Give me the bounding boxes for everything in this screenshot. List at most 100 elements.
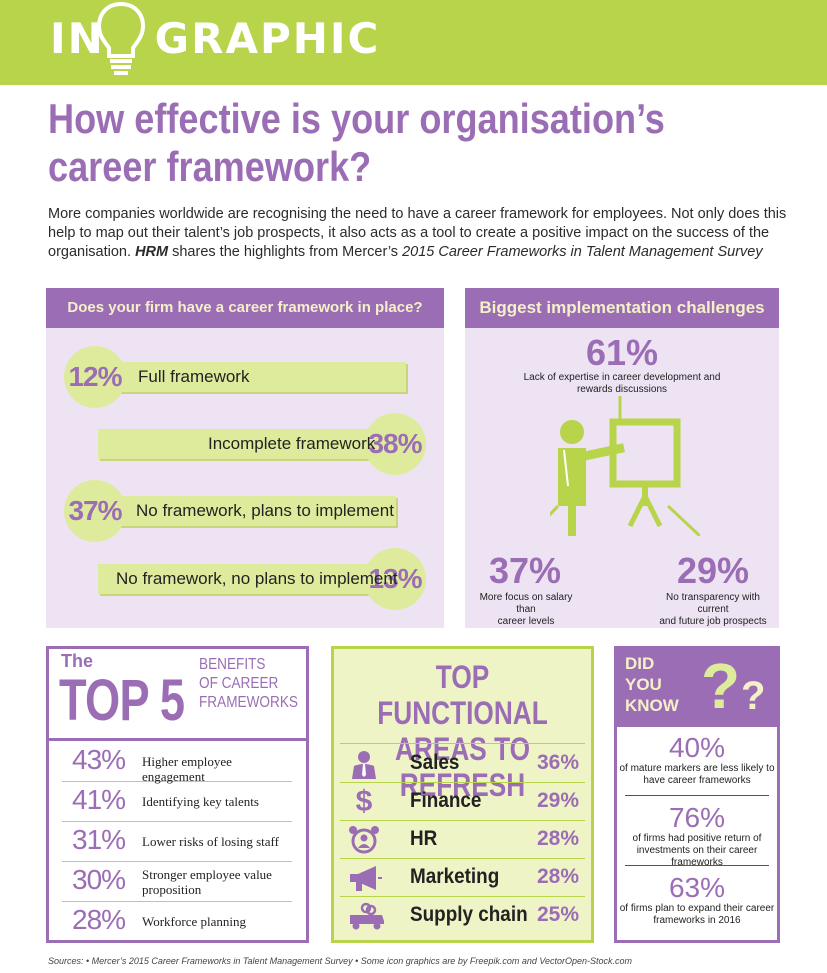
challenge-label-salary: More focus on salary than career levels xyxy=(471,592,581,628)
functional-name: Supply chain xyxy=(410,903,528,926)
dyk-label-line1: of firms plan to expand their career xyxy=(619,903,775,914)
challenge-label-transparency: No transparency with current and future … xyxy=(653,592,773,628)
challenge-label-salary-line1: More focus on salary than xyxy=(479,592,573,615)
functional-divider xyxy=(340,743,585,744)
benefit-pct: 43% xyxy=(72,744,126,775)
framework-bar-full xyxy=(86,362,406,392)
headline-line1: How effective is your organisation’s xyxy=(48,95,665,142)
challenge-label-expertise-line2: rewards discussions xyxy=(576,384,668,395)
framework-label-noplans: No framework, no plans to implement xyxy=(116,569,398,588)
top5-sub-line1: BENEFITS xyxy=(199,656,266,673)
intro-survey-name: 2015 Career Frameworks in Talent Managem… xyxy=(402,244,763,260)
functional-row: $ Finance 29% xyxy=(340,783,585,821)
benefit-pct: 30% xyxy=(72,864,126,895)
functional-pct: 28% xyxy=(536,827,579,850)
challenge-label-transparency-line1: No transparency with current xyxy=(666,592,760,615)
dyk-item: 63% of firms plan to expand their career… xyxy=(617,873,777,927)
benefit-pct: 28% xyxy=(72,904,126,935)
top5-list-border-bottom xyxy=(46,940,309,943)
functional-pct: 28% xyxy=(536,865,579,888)
dyk-pct: 40% xyxy=(668,732,726,763)
dyk-word-know: KNOW xyxy=(625,696,679,715)
framework-label-full: Full framework xyxy=(138,367,250,386)
benefit-label: Stronger employee value proposition xyxy=(142,867,272,897)
megaphone-icon xyxy=(350,866,382,891)
alarm-clock-person-icon xyxy=(349,826,379,854)
functional-title: TOP FUNCTIONAL AREAS TO REFRESH xyxy=(357,659,568,803)
functional-areas-box: TOP FUNCTIONAL AREAS TO REFRESH xyxy=(331,646,594,943)
question-mark-icon: ? xyxy=(701,650,741,722)
framework-pct-full: 12% xyxy=(64,346,126,408)
intro-shares: shares the highlights from Mercer’s xyxy=(168,244,403,260)
challenge-label-expertise-line1: Lack of expertise in career development … xyxy=(523,372,721,383)
functional-row: Sales 36% xyxy=(340,745,585,783)
functional-pct: 25% xyxy=(536,903,579,926)
framework-panel: Does your firm have a career framework i… xyxy=(46,288,444,628)
dyk-label-line1: of mature markers are less likely to xyxy=(619,763,775,774)
functional-name: HR xyxy=(410,827,438,850)
framework-pct-noplans: 13% xyxy=(364,548,426,610)
benefit-label: Higher employee engagement xyxy=(142,754,232,784)
dyk-divider xyxy=(625,795,769,796)
framework-bar-plans xyxy=(86,496,396,526)
intro-text: More companies worldwide are recognising… xyxy=(48,206,787,260)
framework-pct-plans: 37% xyxy=(64,480,126,542)
functional-row: HR 28% xyxy=(340,821,585,859)
benefit-row: 43% Higher employee engagement xyxy=(62,742,292,784)
sources-footnote: Sources: • Mercer’s 2015 Career Framewor… xyxy=(48,956,633,966)
dyk-label-line2: have career frameworks xyxy=(643,775,751,786)
top5-subtitle: BENEFITS OF CAREER FRAMEWORKS xyxy=(199,655,298,712)
dyk-label-line2: investments on their career frameworks xyxy=(636,845,758,868)
functional-title-line2: AREAS TO REFRESH xyxy=(394,731,531,803)
intro-paragraph: More companies worldwide are recognising… xyxy=(48,205,788,262)
framework-bar-noplans xyxy=(98,564,398,594)
functional-row: Supply chain 25% xyxy=(340,897,585,935)
headline: How effective is your organisation’s car… xyxy=(48,95,805,191)
functional-pct: 29% xyxy=(536,789,579,812)
challenge-pct-salary: 37% xyxy=(488,550,562,591)
salesperson-icon xyxy=(352,751,376,779)
framework-label-incomplete: Incomplete framework xyxy=(208,434,376,453)
benefit-label: Lower risks of losing staff xyxy=(142,834,279,849)
headline-line2: career framework? xyxy=(48,143,372,190)
challenges-panel-title: Biggest implementation challenges xyxy=(465,288,779,328)
top5-list-border xyxy=(46,741,49,943)
functional-title-line1: TOP FUNCTIONAL xyxy=(377,659,548,731)
top5-the: The xyxy=(61,651,94,671)
challenge-label-salary-line2: career levels xyxy=(497,616,555,627)
challenge-label-transparency-line2: and future job prospects xyxy=(659,616,767,627)
challenge-label-expertise: Lack of expertise in career development … xyxy=(507,372,737,396)
benefit-row: 30% Stronger employee value proposition xyxy=(62,862,292,902)
functional-name: Finance xyxy=(410,789,482,812)
benefit-row: 31% Lower risks of losing staff xyxy=(62,822,292,862)
functional-name: Marketing xyxy=(410,865,500,888)
functional-name: Sales xyxy=(410,751,460,774)
dyk-item: 76% of firms had positive return of inve… xyxy=(617,803,777,869)
lightbulb-icon xyxy=(97,1,145,75)
benefit-label: Identifying key talents xyxy=(142,794,259,809)
dyk-label-line1: of firms had positive return of xyxy=(632,833,762,844)
framework-label-plans: No framework, plans to implement xyxy=(136,501,394,520)
presentation-icon xyxy=(550,396,700,536)
top5-title: TOP 5 xyxy=(59,668,185,733)
dyk-word-you: YOU xyxy=(625,675,662,694)
did-you-know-box: DID YOU KNOW ? ? 40% of mature markers a… xyxy=(614,646,780,943)
challenge-pct-transparency: 29% xyxy=(676,550,750,591)
dyk-pct: 63% xyxy=(668,872,726,903)
intro-brand: HRM xyxy=(135,244,169,260)
challenge-pct-expertise: 61% xyxy=(585,332,659,373)
dyk-item: 40% of mature markers are less likely to… xyxy=(617,733,777,787)
dyk-label-line2: frameworks in 2016 xyxy=(653,915,741,926)
banner-title-post: GRAPHIC xyxy=(154,14,381,63)
framework-bar-incomplete xyxy=(98,429,398,459)
did-you-know-header: DID YOU KNOW ? ? xyxy=(617,649,777,727)
dyk-pct: 76% xyxy=(668,802,726,833)
functional-pct: 36% xyxy=(536,751,579,774)
benefit-row: 41% Identifying key talents xyxy=(62,782,292,822)
top5-header-box: The TOP 5 BENEFITS OF CAREER FRAMEWORKS xyxy=(46,646,309,741)
challenges-panel: Biggest implementation challenges 61% La… xyxy=(465,288,779,628)
dyk-divider xyxy=(625,865,769,866)
banner-title-pre: IN xyxy=(50,14,105,63)
dyk-word-did: DID xyxy=(625,654,655,673)
dollar-icon: $ xyxy=(355,785,373,818)
